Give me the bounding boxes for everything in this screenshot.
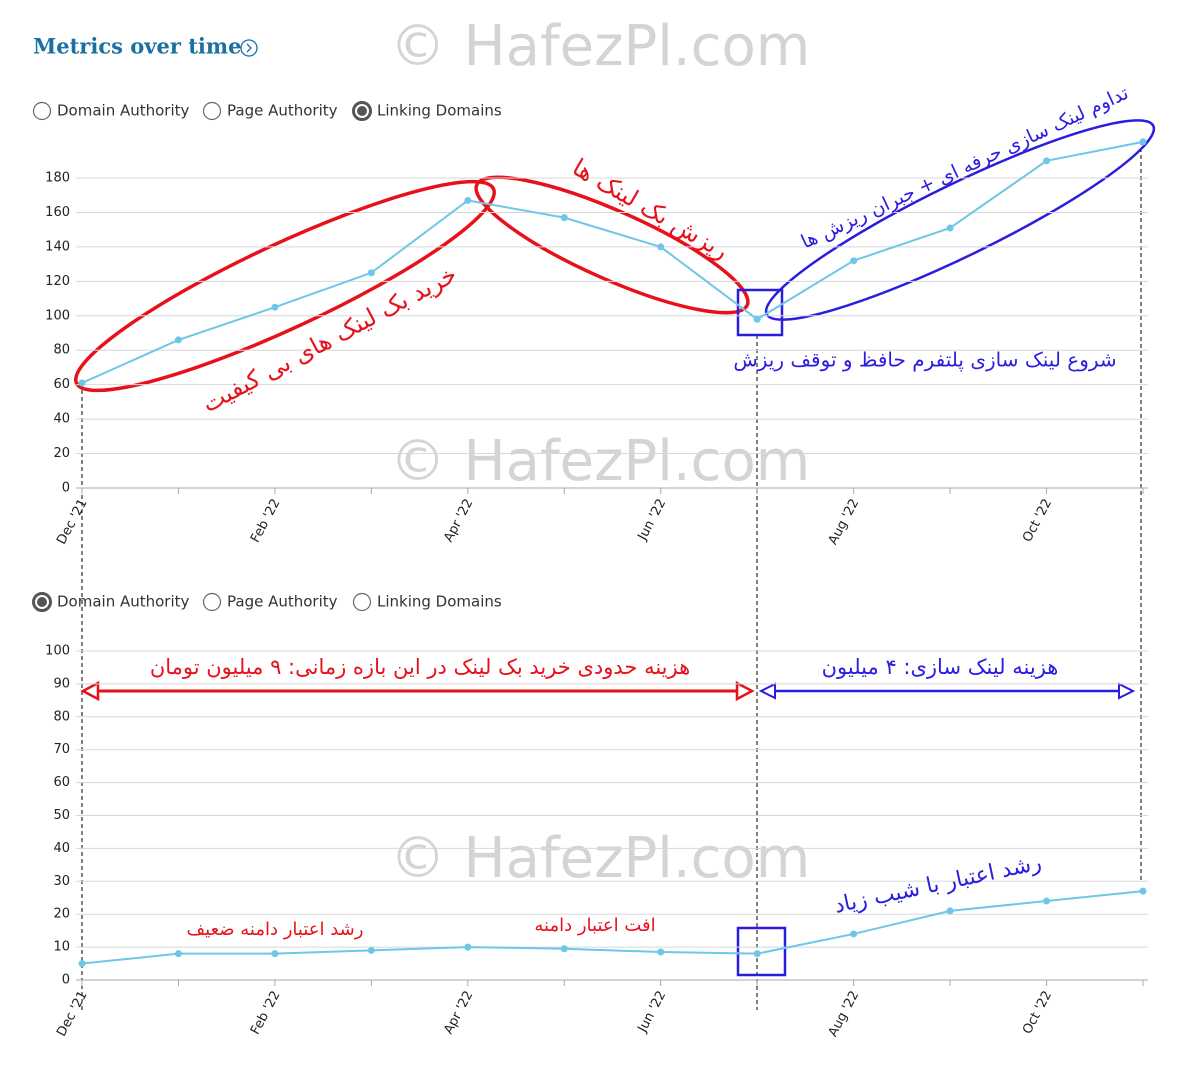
- point: [367, 946, 375, 954]
- annotation: هزینه حدودی خرید بک لینک در این بازه زما…: [150, 655, 690, 679]
- x-tick-label: Apr '22: [441, 988, 476, 1036]
- annotation: خرید بک لینک های بی کیفیت: [198, 260, 462, 418]
- radio[interactable]: [32, 101, 52, 121]
- x-tick-label: Aug '22: [826, 496, 863, 547]
- point: [271, 950, 279, 958]
- annotation: تداوم لینک سازی حرفه ای + جبران ریزش ها: [798, 82, 1132, 253]
- annotation: شروع لینک سازی پلتفرم حافظ و توقف ریزش: [733, 348, 1116, 373]
- annotation: رشد اعتبار با شیب زیاد: [832, 850, 1044, 918]
- point: [1139, 887, 1147, 895]
- point: [78, 379, 86, 387]
- point: [560, 214, 568, 222]
- y-tick-label: 180: [45, 171, 70, 186]
- radio-dot: [357, 106, 367, 116]
- x-tick-label: Jun '22: [635, 988, 670, 1035]
- point: [753, 950, 761, 958]
- point: [464, 943, 472, 951]
- watermark: © HafezPl.com: [390, 429, 811, 494]
- y-tick-label: 100: [45, 644, 70, 659]
- point: [1043, 157, 1051, 165]
- radio-label: Domain Authority: [57, 593, 190, 611]
- page-title: Metrics over time: [33, 34, 241, 59]
- annotation: رشد اعتبار دامنه ضعیف: [187, 919, 364, 940]
- point: [367, 269, 375, 277]
- point: [657, 948, 665, 956]
- y-tick-label: 0: [62, 481, 70, 496]
- y-tick-label: 80: [53, 709, 70, 724]
- x-tick-label: Feb '22: [248, 988, 283, 1037]
- y-tick-label: 160: [45, 205, 70, 220]
- point: [946, 224, 954, 232]
- y-tick-label: 20: [53, 446, 70, 461]
- y-tick-label: 40: [53, 841, 70, 856]
- x-tick-label: Jun '22: [635, 496, 670, 543]
- annotation: ریزش بک لینک ها: [568, 153, 734, 265]
- y-tick-label: 120: [45, 274, 70, 289]
- point: [174, 950, 182, 958]
- series: [78, 138, 1147, 387]
- watermark: © HafezPl.com: [390, 826, 811, 891]
- point: [946, 907, 954, 915]
- y-tick-label: 80: [53, 343, 70, 358]
- point: [1139, 138, 1147, 146]
- line: [81, 140, 1144, 384]
- x-tick-label: Apr '22: [441, 496, 476, 544]
- radio-label: Domain Authority: [57, 102, 190, 120]
- point: [1043, 897, 1051, 905]
- y-tick-label: 20: [53, 907, 70, 922]
- x-tick-label: Aug '22: [826, 988, 863, 1039]
- y-tick-label: 70: [53, 742, 70, 757]
- y-tick-label: 100: [45, 308, 70, 323]
- radio-label: Linking Domains: [377, 593, 502, 611]
- watermark: © HafezPl.com: [390, 14, 811, 79]
- point: [174, 336, 182, 344]
- x-tick-label: Dec '21: [54, 988, 90, 1039]
- point: [464, 196, 472, 204]
- annotation: افت اعتبار دامنه: [534, 915, 655, 936]
- point: [271, 303, 279, 311]
- annotation-shapes: [74, 119, 1156, 977]
- radio[interactable]: [202, 592, 222, 612]
- x-tick-label: Oct '22: [1020, 988, 1055, 1036]
- point: [78, 960, 86, 968]
- info-icon-arrow: [246, 43, 252, 53]
- point: [560, 945, 568, 953]
- point: [850, 930, 858, 938]
- y-tick-label: 140: [45, 239, 70, 254]
- y-tick-label: 60: [53, 377, 70, 392]
- y-tick-label: 0: [62, 973, 70, 988]
- radio-dot: [37, 597, 47, 607]
- series: [78, 887, 1147, 968]
- radio-label: Page Authority: [227, 593, 338, 611]
- y-tick-label: 50: [53, 808, 70, 823]
- y-tick-label: 10: [53, 940, 70, 955]
- line: [81, 890, 1144, 965]
- y-tick-label: 40: [53, 412, 70, 427]
- x-tick-label: Dec '21: [54, 496, 90, 547]
- info-icon[interactable]: [240, 39, 258, 57]
- y-tick-label: 90: [53, 676, 70, 691]
- annotation: هزینه لینک سازی: ۴ میلیون: [822, 655, 1059, 679]
- y-tick-label: 30: [53, 874, 70, 889]
- point: [753, 315, 761, 323]
- x-tick-label: Oct '22: [1020, 496, 1055, 544]
- radio[interactable]: [352, 592, 372, 612]
- radio-label: Linking Domains: [377, 102, 502, 120]
- x-tick-label: Feb '22: [248, 496, 283, 545]
- guides: [81, 141, 1142, 1010]
- point: [850, 257, 858, 265]
- radio[interactable]: [202, 101, 222, 121]
- radio-label: Page Authority: [227, 102, 338, 120]
- point: [657, 243, 665, 251]
- y-tick-label: 60: [53, 775, 70, 790]
